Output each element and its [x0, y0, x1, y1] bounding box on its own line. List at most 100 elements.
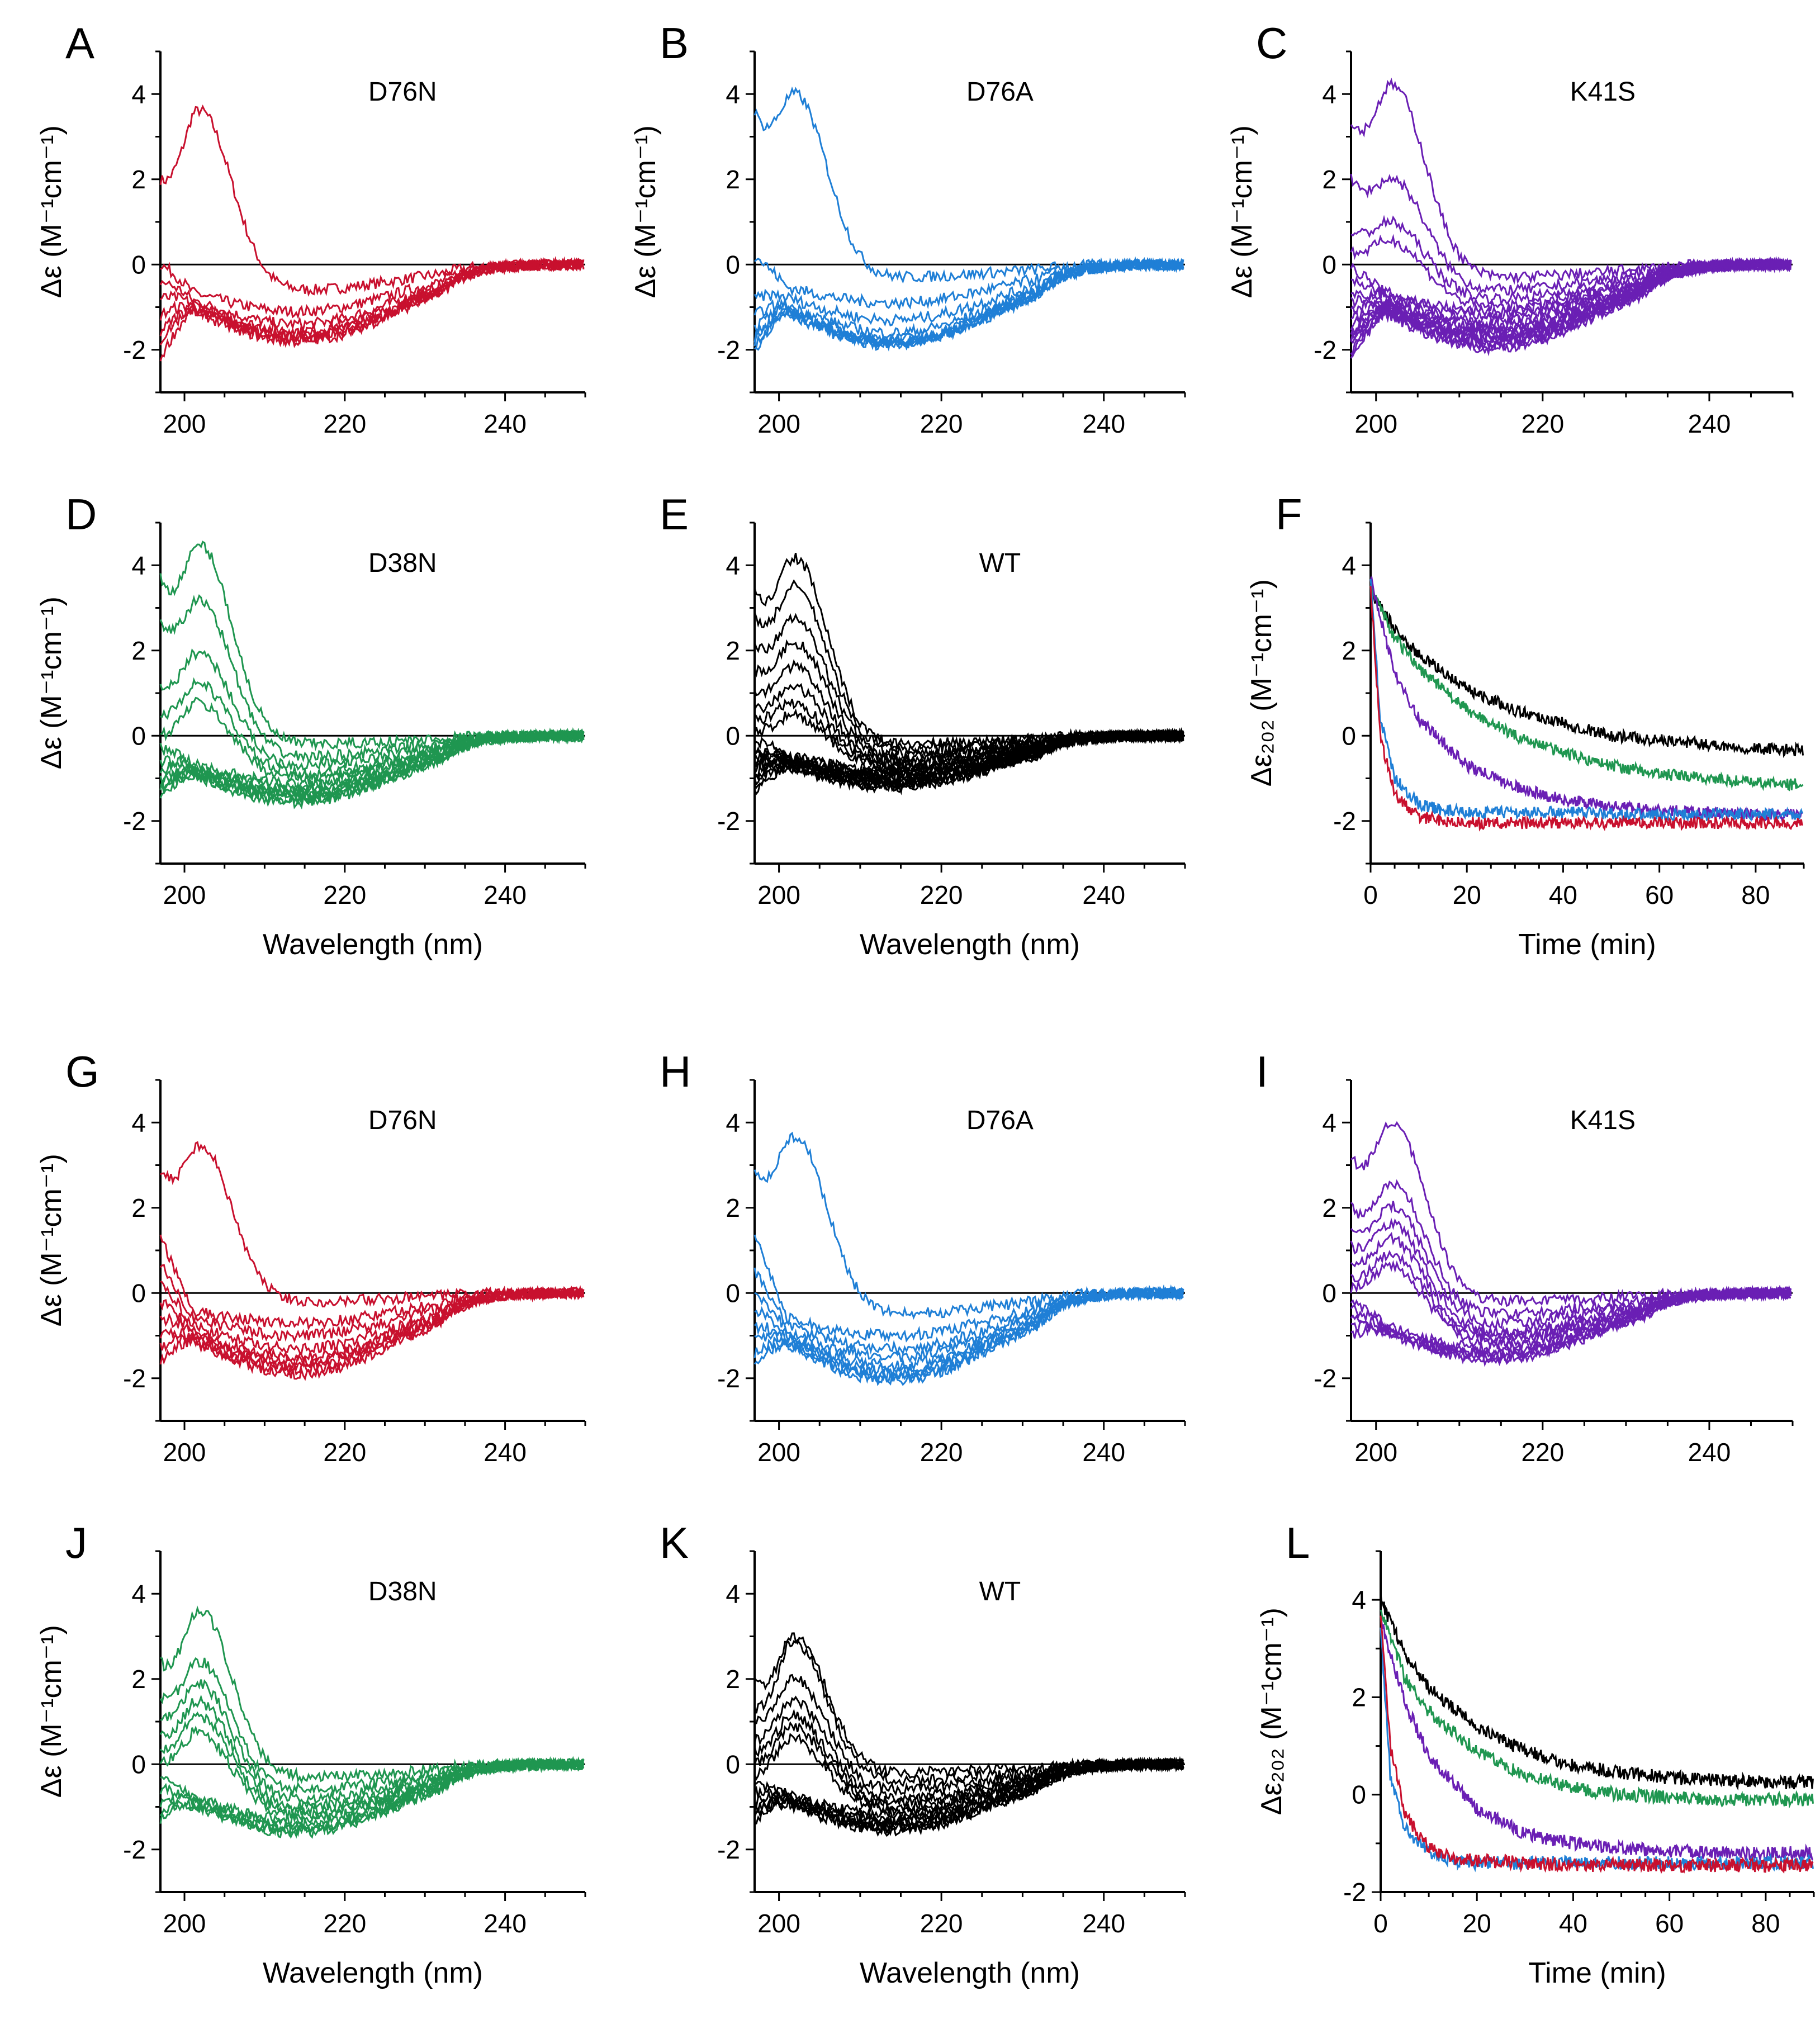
x-tick-label: 200	[757, 409, 800, 438]
panel-letter: B	[660, 18, 689, 68]
spectrum-trace	[159, 648, 584, 772]
y-tick-label: -2	[717, 807, 740, 836]
x-tick-label: 20	[1453, 880, 1481, 909]
kinetic-trace-d38n	[1369, 584, 1804, 791]
y-tick-label: 4	[131, 1579, 146, 1608]
kinetic-trace-d76n	[1380, 1615, 1814, 1874]
y-tick-label: 2	[131, 165, 146, 194]
panel-letter: A	[65, 18, 94, 68]
y-tick-label: -2	[1314, 335, 1336, 364]
y-tick-label: 0	[131, 1750, 146, 1779]
panel-letter: C	[1256, 18, 1287, 68]
y-tick-label: 4	[1342, 551, 1356, 580]
x-tick-label: 200	[757, 1909, 800, 1938]
panel-i: 4 2 0 -2 200 220 240 I K41S	[1256, 1047, 1794, 1467]
spectrum-trace	[1350, 257, 1792, 359]
x-tick-label: 240	[484, 1438, 527, 1467]
y-tick-label: 4	[726, 1579, 740, 1608]
kinetic-trace-wt	[1369, 588, 1804, 758]
panel-letter: K	[660, 1518, 689, 1567]
spectrum-trace	[159, 1286, 585, 1381]
y-tick-label: -2	[1333, 807, 1356, 836]
x-tick-label: 240	[484, 880, 527, 909]
spectrum-trace	[159, 258, 585, 338]
panel-a: 4 2 0 -2 200 220 240 A Δε (M⁻¹cm⁻¹) D76N	[35, 18, 586, 438]
spectrum-trace	[159, 1264, 585, 1344]
spectrum-trace	[1350, 1285, 1792, 1367]
spectrum-trace	[159, 729, 585, 810]
panel-letter: H	[660, 1047, 691, 1096]
y-tick-label: -2	[717, 335, 740, 364]
panel-letter: I	[1256, 1047, 1268, 1096]
x-tick-label: 220	[920, 1909, 963, 1938]
spectrum-trace	[753, 1234, 1184, 1343]
y-tick-label: 2	[726, 1665, 740, 1694]
x-tick-label: 240	[1688, 1438, 1731, 1467]
x-tick-label: 80	[1751, 1909, 1780, 1938]
y-tick-label: 2	[131, 636, 146, 665]
spectrum-trace	[754, 1758, 1184, 1821]
x-tick-label: 220	[920, 880, 963, 909]
y-tick-label: 0	[726, 1750, 740, 1779]
x-tick-label: 220	[1521, 409, 1564, 438]
y-tick-label: 0	[131, 1278, 146, 1307]
y-axis-title: Δε₂₀₂ (M⁻¹cm⁻¹)	[1255, 1608, 1288, 1815]
panel-letter: D	[65, 490, 97, 539]
y-tick-label: 2	[726, 636, 740, 665]
y-tick-label: 0	[1322, 1278, 1336, 1307]
y-axis-title: Δε (M⁻¹cm⁻¹)	[35, 125, 68, 298]
spectrum-trace	[159, 728, 585, 799]
y-tick-label: -2	[1343, 1878, 1366, 1907]
y-axis-title: Δε (M⁻¹cm⁻¹)	[35, 1625, 68, 1798]
x-axis-title: Wavelength (nm)	[860, 1957, 1080, 1989]
x-tick-label: 220	[920, 1438, 963, 1467]
spectrum-trace	[1350, 234, 1792, 313]
y-axis-title: Δε (M⁻¹cm⁻¹)	[1226, 125, 1258, 298]
spectrum-trace	[753, 728, 1184, 795]
kinetic-trace-d38n	[1380, 1609, 1814, 1809]
spectrum-trace	[754, 257, 1184, 352]
x-tick-label: 200	[163, 880, 206, 909]
y-tick-label: 0	[726, 721, 740, 750]
panel-letter: J	[65, 1518, 87, 1567]
x-tick-label: 60	[1655, 1909, 1684, 1938]
x-axis-title: Wavelength (nm)	[860, 928, 1080, 961]
x-tick-label: 240	[1082, 1909, 1125, 1938]
y-tick-label: 4	[1352, 1585, 1366, 1614]
spectrum-trace	[159, 727, 585, 807]
kinetic-trace-wt	[1380, 1594, 1814, 1791]
y-tick-label: -2	[123, 1364, 146, 1393]
y-tick-label: -2	[717, 1835, 740, 1864]
panel-d: 4 2 0 -2 200 220 240 D Δε (M⁻¹cm⁻¹) Wavelength (n…	[35, 490, 586, 961]
panel-j: 4 2 0 -2 200 220 240 J Δε (M⁻¹cm⁻¹) Wavelength (n…	[35, 1518, 586, 1989]
spectrum-trace	[753, 1284, 1184, 1376]
y-tick-label: 4	[131, 1108, 146, 1137]
x-tick-label: 240	[1688, 409, 1731, 438]
x-tick-label: 40	[1549, 880, 1577, 909]
y-tick-label: 4	[1322, 1108, 1336, 1137]
spectrum-trace	[160, 1141, 585, 1309]
y-tick-label: -2	[123, 807, 146, 836]
x-axis-title: Time (min)	[1528, 1957, 1666, 1989]
y-tick-label: 2	[1352, 1682, 1366, 1712]
spectrum-trace	[753, 659, 1184, 768]
y-tick-label: 2	[726, 1193, 740, 1222]
spectrum-trace	[753, 1757, 1184, 1837]
x-tick-label: 0	[1363, 880, 1378, 909]
variant-label: K41S	[1570, 1106, 1636, 1135]
y-axis-title: Δε (M⁻¹cm⁻¹)	[35, 1154, 68, 1326]
x-axis-title: Time (min)	[1518, 928, 1656, 961]
y-tick-label: 0	[1352, 1780, 1366, 1809]
variant-label: D76A	[966, 77, 1034, 107]
spectrum-trace	[160, 677, 585, 782]
y-tick-label: 0	[726, 1278, 740, 1307]
spectrum-trace	[159, 1234, 585, 1331]
y-axis-title: Δε₂₀₂ (M⁻¹cm⁻¹)	[1245, 579, 1278, 786]
y-tick-label: 2	[1322, 1193, 1336, 1222]
panel-k: 4 2 0 -2 200 220 240 K Wavelength (nm) WT	[660, 1518, 1186, 1989]
spectrum-trace	[753, 552, 1184, 750]
x-tick-label: 200	[163, 1438, 206, 1467]
spectrum-trace	[754, 1757, 1184, 1832]
y-tick-label: 2	[1322, 165, 1336, 194]
